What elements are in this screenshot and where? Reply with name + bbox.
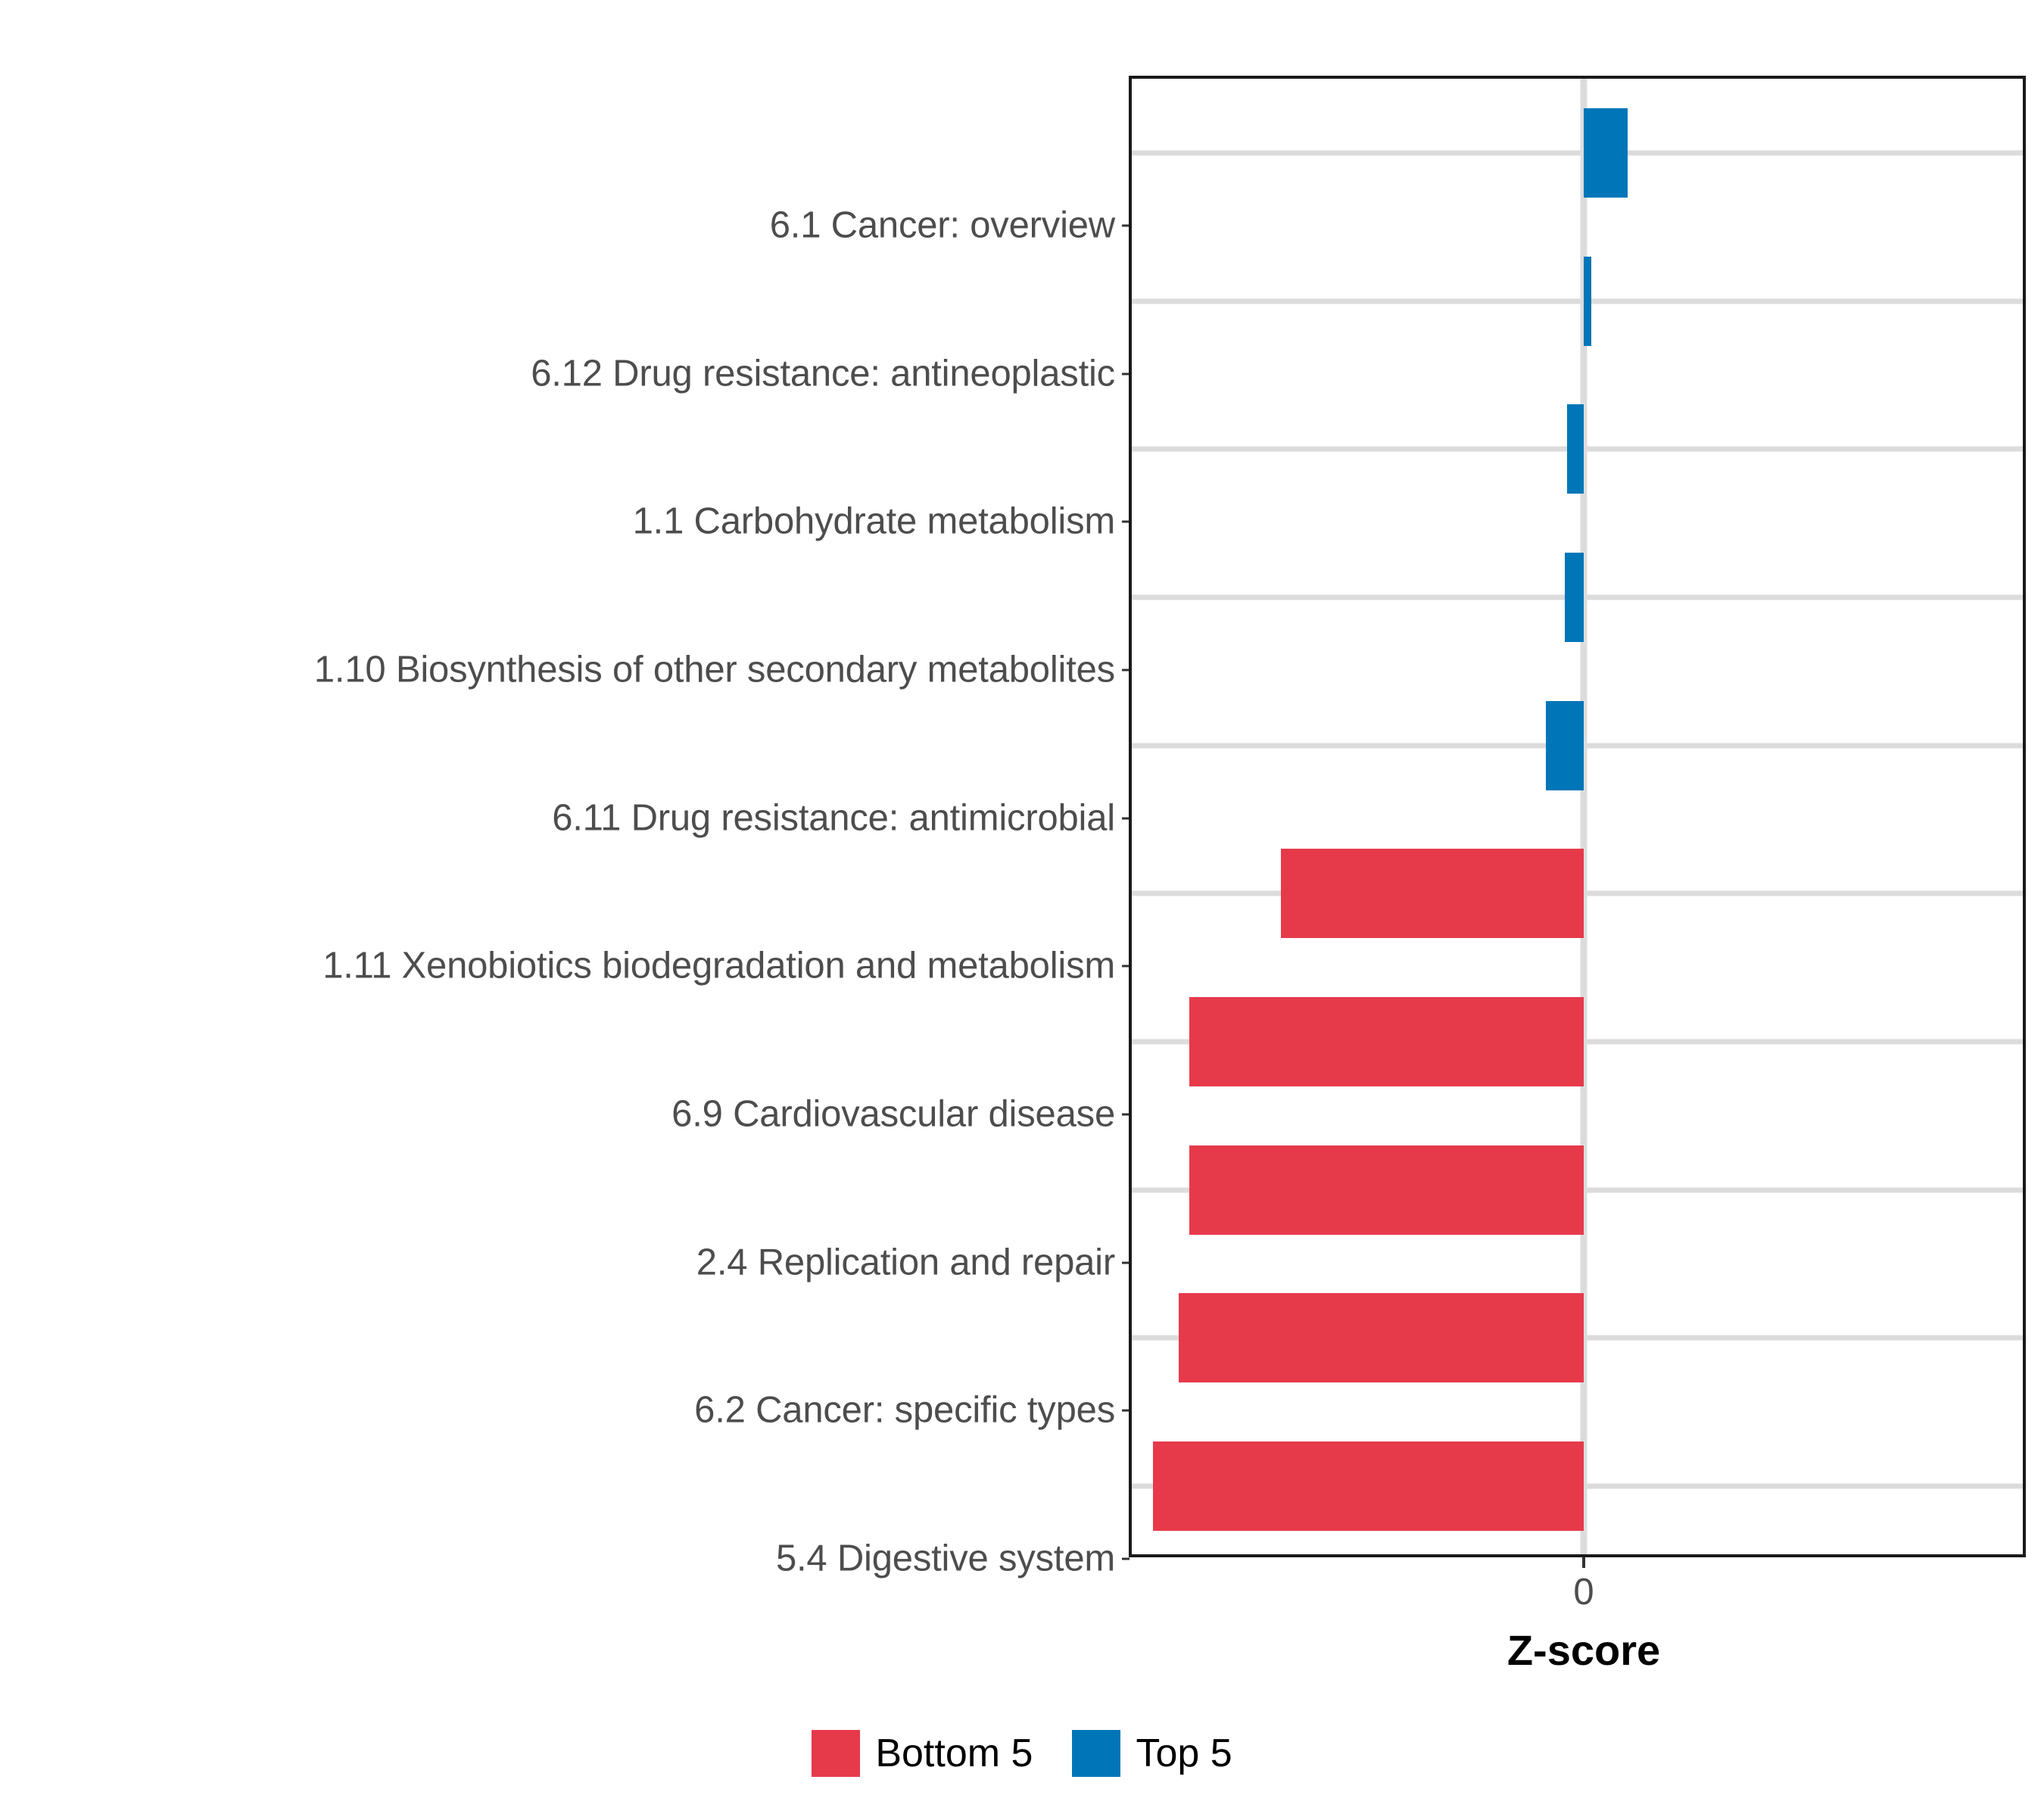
bar-bottom5: [1281, 849, 1584, 939]
y-axis-tick: [1122, 372, 1129, 376]
y-axis-tick: [1122, 965, 1129, 968]
legend-label-bottom5: Bottom 5: [875, 1731, 1033, 1775]
legend-swatch-bottom5: [812, 1730, 861, 1777]
chart-legend: Bottom 5 Top 5: [0, 1730, 2044, 1777]
bar-bottom5: [1178, 1293, 1584, 1383]
y-axis-label: 1.11 Xenobiotics biodegradation and meta…: [322, 945, 1115, 986]
legend-label-top5: Top 5: [1136, 1731, 1232, 1775]
y-axis-tick: [1122, 817, 1129, 820]
bar-top5: [1584, 256, 1591, 346]
x-axis-title: Z-score: [1507, 1626, 1661, 1674]
y-axis-label: 6.1 Cancer: overview: [769, 204, 1115, 246]
legend-item-bottom5[interactable]: Bottom 5: [812, 1730, 1033, 1777]
bar-bottom5: [1189, 1145, 1584, 1235]
gridline-zero-vertical: [1580, 79, 1588, 1554]
gridline-horizontal: [1132, 298, 2023, 304]
legend-swatch-top5: [1072, 1730, 1121, 1777]
y-axis-label: 6.11 Drug resistance: antimicrobial: [552, 797, 1115, 839]
y-axis-label: 1.1 Carbohydrate metabolism: [632, 500, 1116, 542]
x-axis-tick: [1582, 1557, 1585, 1568]
y-axis-tick: [1122, 1113, 1129, 1116]
y-axis-label: 5.4 Digestive system: [775, 1538, 1115, 1579]
bar-bottom5: [1153, 1441, 1584, 1532]
y-axis-tick: [1122, 1409, 1129, 1412]
y-axis-label: 2.4 Replication and repair: [696, 1242, 1115, 1283]
bar-top5: [1545, 700, 1584, 790]
x-axis-tick-label: 0: [1573, 1572, 1594, 1613]
y-axis-tick: [1122, 1261, 1129, 1264]
y-axis-label: 6.12 Drug resistance: antineoplastic: [531, 353, 1115, 394]
gridline-horizontal: [1132, 150, 2023, 156]
y-axis-tick: [1122, 1557, 1129, 1560]
y-axis-label: 6.9 Cardiovascular disease: [671, 1093, 1115, 1135]
y-axis-tick: [1122, 224, 1129, 227]
bar-top5: [1584, 108, 1628, 198]
y-axis-label: 1.10 Biosynthesis of other secondary met…: [313, 649, 1115, 690]
y-axis-label: 6.2 Cancer: specific types: [694, 1389, 1115, 1431]
y-axis-labels: 6.1 Cancer: overview 6.12 Drug resistanc…: [0, 76, 1129, 1577]
y-axis-tick: [1122, 520, 1129, 523]
bar-top5: [1564, 552, 1584, 642]
bar-top5: [1567, 404, 1584, 494]
plot-panel: [1129, 76, 2026, 1557]
y-axis-tick: [1122, 669, 1129, 672]
legend-item-top5[interactable]: Top 5: [1072, 1730, 1232, 1777]
plot-area: [1132, 79, 2023, 1554]
bar-bottom5: [1189, 997, 1584, 1087]
